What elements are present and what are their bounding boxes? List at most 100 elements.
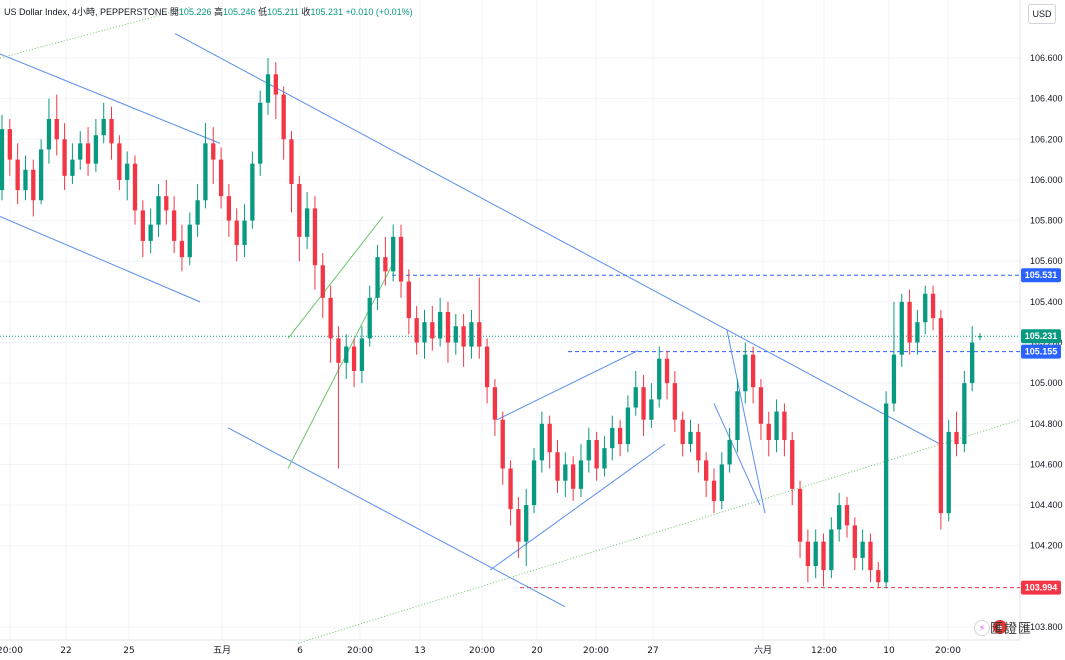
trend-line (713, 403, 761, 506)
candle-body (125, 163, 130, 180)
y-tick-label: 104.600 (1030, 459, 1063, 469)
x-tick-label: 20:00 (0, 646, 23, 656)
candle-body (351, 346, 357, 371)
candle-body (837, 505, 842, 530)
x-tick-label: 25 (123, 646, 134, 656)
price-label: 105.155 (1025, 347, 1058, 357)
x-tick-label: 22 (60, 646, 71, 656)
candle-body (500, 419, 505, 469)
candle-body (586, 440, 591, 461)
candle-body (164, 196, 169, 211)
candle-body (844, 505, 850, 526)
candle-body (461, 326, 466, 347)
y-tick-label: 106.000 (1030, 175, 1063, 185)
change-value: +0.010 (+0.01%) (345, 7, 413, 17)
candle-body (46, 118, 52, 150)
candle-body (539, 423, 545, 461)
y-tick-label: 103.800 (1030, 622, 1063, 632)
trend-line (726, 330, 766, 514)
price-label: 105.231 (1025, 331, 1058, 341)
candle-body (516, 509, 521, 542)
close-label: 收 (301, 7, 311, 17)
candle-body (891, 354, 897, 404)
y-tick-label: 105.000 (1030, 378, 1063, 388)
candle-body (375, 257, 380, 298)
x-tick-label: 10 (883, 646, 895, 656)
candle-body (704, 460, 709, 481)
price-label-bg (1021, 329, 1061, 344)
x-tick-label: 20:00 (469, 646, 495, 656)
y-tick-label: 106.400 (1030, 94, 1063, 104)
candle-body (117, 143, 122, 180)
candle-body (680, 419, 685, 445)
candle-body (391, 236, 396, 272)
trend-line (0, 53, 221, 144)
candle-body (312, 208, 318, 266)
flag-icon[interactable]: ● (993, 620, 1007, 634)
candle-body (70, 159, 75, 176)
open-value: 105.226 (178, 7, 212, 17)
candle-body (398, 236, 404, 282)
lightning-icon[interactable]: ⚡ (974, 620, 990, 636)
candle-body (195, 200, 200, 225)
y-tick-label: 104.200 (1030, 541, 1063, 551)
candle-body (727, 440, 732, 465)
candle-body (633, 387, 638, 408)
candle-body (226, 196, 232, 221)
candle-body (602, 448, 607, 469)
candle-body (852, 525, 857, 558)
candle-body (437, 312, 443, 339)
candle-body (469, 322, 474, 347)
candle-body (688, 431, 693, 445)
candle-body (555, 452, 560, 481)
candle-body (203, 143, 208, 201)
x-tick-label: 12:00 (811, 646, 837, 656)
x-tick-label: 6 (297, 646, 303, 656)
close-value: 105.231 (310, 7, 344, 17)
y-tick-label: 105.600 (1030, 256, 1063, 266)
candle-body (445, 312, 451, 343)
candle-body (617, 427, 623, 445)
candle-body (62, 139, 67, 176)
candle-body (344, 346, 349, 363)
candle-body (821, 541, 826, 571)
candle-body (484, 346, 490, 388)
candle-body (78, 143, 83, 160)
candle-body (23, 169, 28, 191)
x-tick-label: 六月 (754, 644, 772, 656)
y-tick-label: 105.400 (1030, 297, 1063, 307)
y-tick-label: 105.800 (1030, 216, 1063, 226)
candle-body (938, 318, 944, 514)
candle-body (383, 257, 388, 272)
price-label-bg (1021, 344, 1061, 359)
candle-body (320, 265, 325, 298)
x-tick-label: 20:00 (935, 646, 961, 656)
candle-body (923, 293, 928, 323)
candle-body (281, 94, 286, 140)
candle-body (430, 322, 435, 339)
candle-body (273, 74, 278, 95)
price-label: 105.531 (1025, 270, 1058, 280)
open-label: 開 (169, 7, 179, 17)
candle-body (265, 74, 271, 103)
candle-body (7, 129, 12, 160)
candle-body (453, 326, 458, 343)
currency-button[interactable]: USD (1028, 4, 1056, 24)
candle-body (258, 102, 263, 164)
candle-body (414, 318, 419, 343)
x-tick-label: 13 (414, 646, 425, 656)
candle-body (0, 129, 5, 191)
candle-body (140, 210, 145, 241)
trend-line (287, 265, 393, 469)
candle-body (594, 440, 599, 469)
y-tick-label: 104.400 (1030, 500, 1063, 510)
candle-body (15, 159, 20, 191)
candle-body (883, 403, 889, 583)
x-tick-label: 20:00 (347, 646, 373, 656)
candle-body (743, 354, 748, 392)
candle-body (829, 529, 834, 571)
high-label: 高 (213, 7, 223, 17)
price-label-bg (1021, 580, 1061, 595)
candle-body (774, 411, 779, 441)
